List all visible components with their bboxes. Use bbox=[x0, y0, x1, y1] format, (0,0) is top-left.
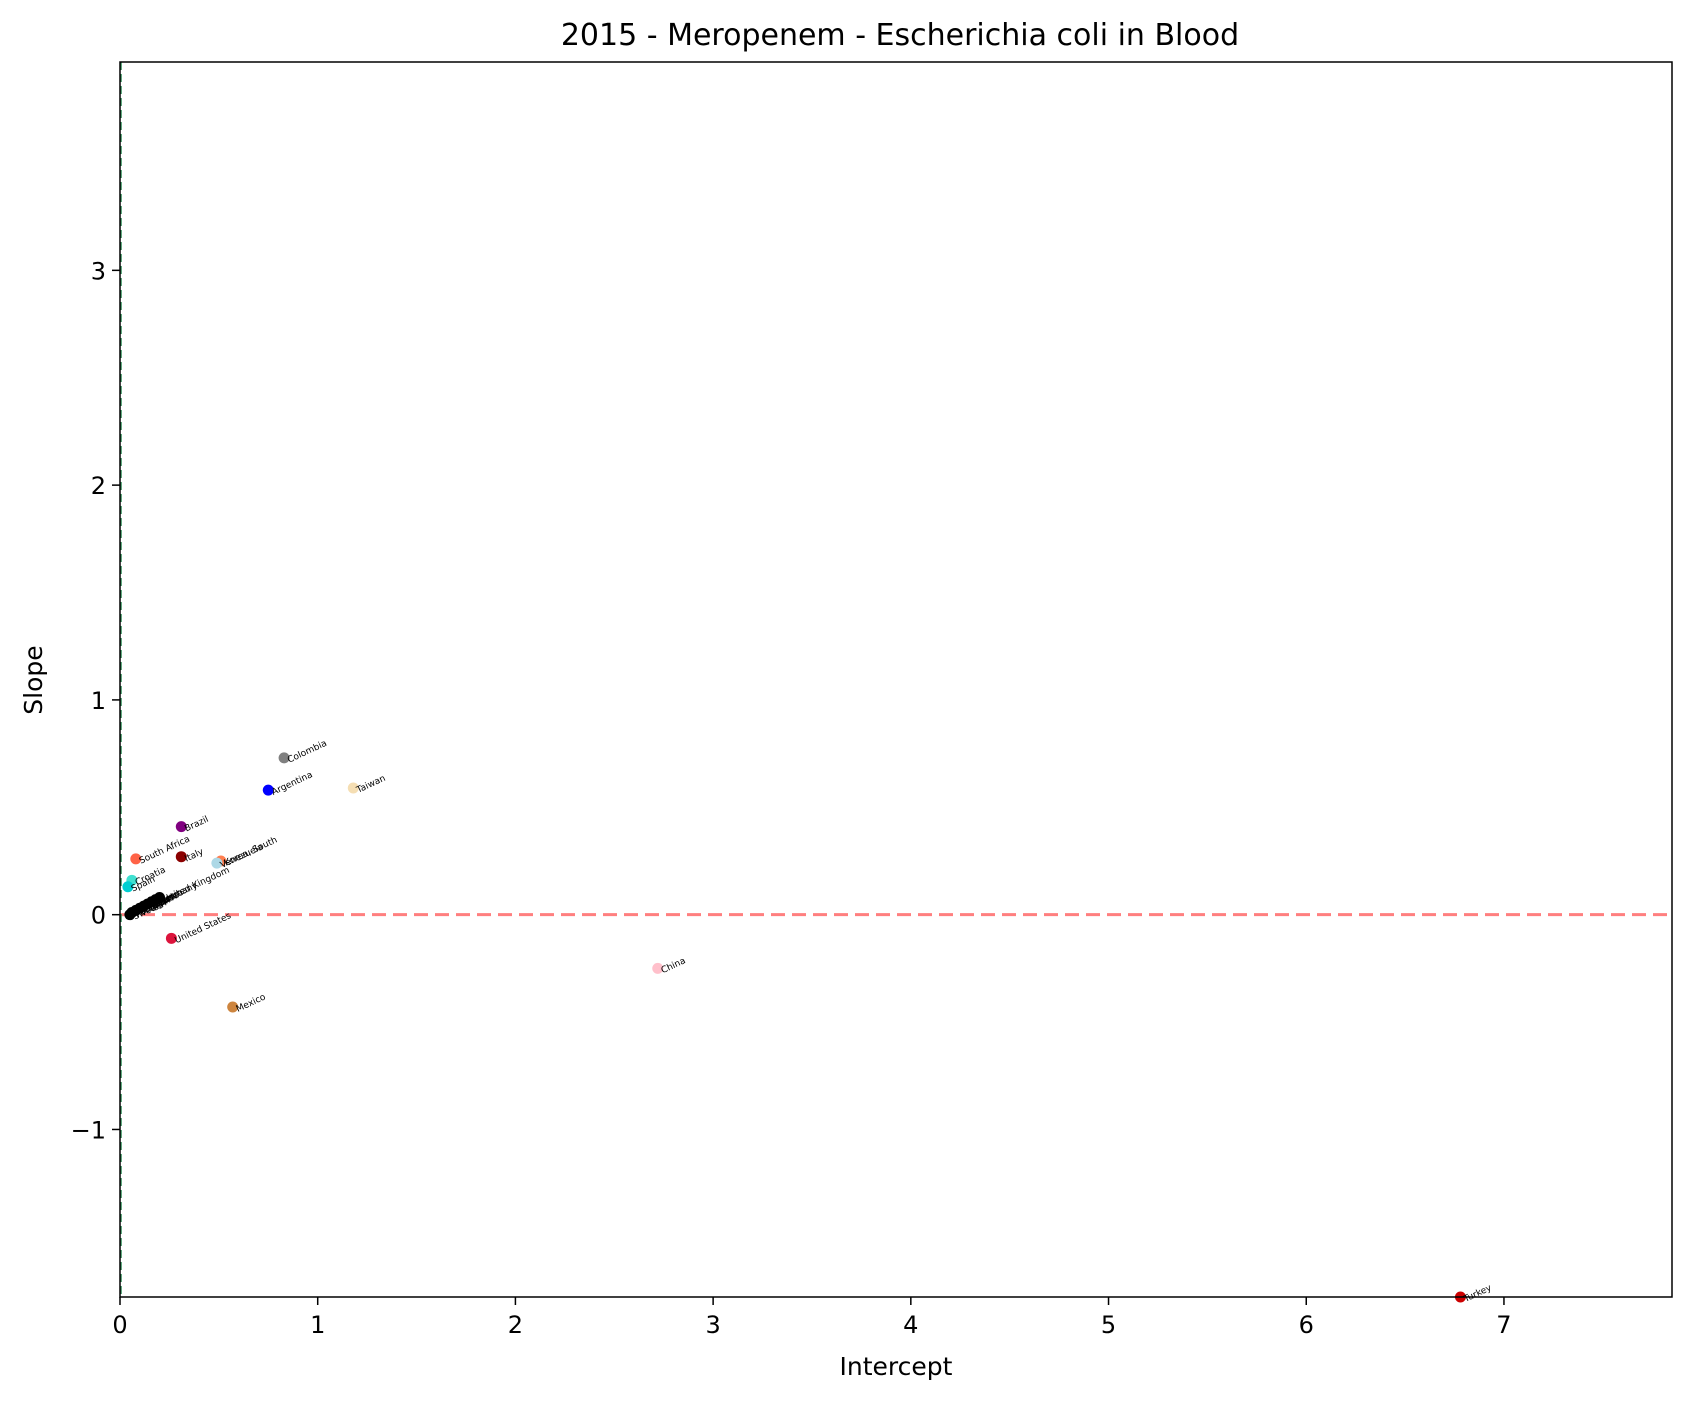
x-tick-label: 2 bbox=[508, 1311, 523, 1339]
x-tick-label: 0 bbox=[112, 1311, 127, 1339]
x-tick-label: 6 bbox=[1299, 1311, 1314, 1339]
data-point bbox=[278, 752, 290, 764]
axis-ticks: 0 1 2 3 4 5 6 7 −1 0 1 2 3 bbox=[71, 257, 1512, 1339]
x-axis-label: Intercept bbox=[840, 1352, 953, 1381]
y-axis-label: Slope bbox=[19, 645, 48, 714]
chart-title: 2015 - Meropenem - Escherichia coli in B… bbox=[561, 18, 1239, 53]
y-tick-label: 3 bbox=[91, 257, 106, 285]
data-point bbox=[175, 821, 187, 833]
plot-frame bbox=[119, 61, 1673, 1298]
y-tick-label: 0 bbox=[91, 902, 106, 930]
data-point bbox=[262, 784, 274, 796]
y-tick-label: −1 bbox=[71, 1116, 106, 1144]
data-point bbox=[122, 881, 134, 893]
data-point bbox=[165, 932, 177, 944]
data-point bbox=[175, 851, 187, 863]
x-tick-label: 1 bbox=[310, 1311, 325, 1339]
data-point bbox=[211, 857, 223, 869]
x-tick-label: 3 bbox=[705, 1311, 720, 1339]
y-tick-label: 2 bbox=[91, 472, 106, 500]
data-point bbox=[124, 909, 136, 921]
x-tick-label: 4 bbox=[903, 1311, 918, 1339]
data-point bbox=[130, 853, 142, 865]
data-point bbox=[347, 782, 359, 794]
y-tick-label: 1 bbox=[91, 687, 106, 715]
x-tick-label: 5 bbox=[1101, 1311, 1116, 1339]
x-tick-label: 7 bbox=[1496, 1311, 1511, 1339]
data-point bbox=[227, 1001, 239, 1013]
data-point bbox=[652, 962, 664, 974]
